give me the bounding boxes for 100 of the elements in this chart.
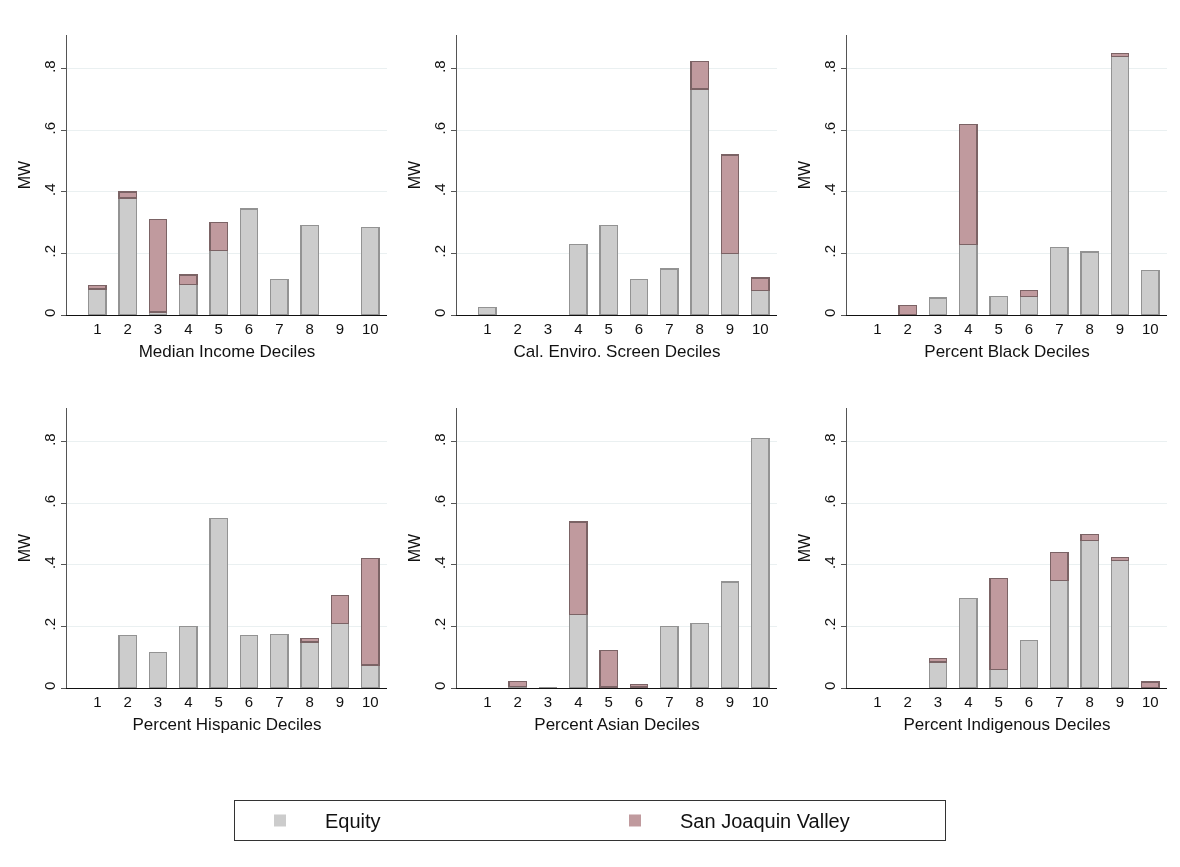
x-tick-label: 10 — [751, 320, 769, 338]
x-axis-title: Cal. Enviro. Screen Deciles — [513, 341, 721, 361]
x-tick-label: 1 — [483, 693, 492, 711]
y-tick-label: 0 — [820, 308, 838, 317]
x-tick-label: 10 — [361, 693, 379, 711]
x-tick-label: 4 — [964, 693, 973, 711]
x-tick-label: 3 — [933, 693, 943, 711]
x-tick-label: 8 — [305, 693, 314, 711]
x-tick-label: 5 — [604, 693, 613, 711]
y-tick-label: 0 — [430, 681, 448, 690]
x-axis-title: Median Income Deciles — [138, 341, 316, 361]
y-tick-label: .4 — [820, 183, 838, 196]
y-tick-label: .6 — [820, 121, 838, 135]
y-tick-label: .6 — [430, 121, 448, 135]
y-tick-label: 0 — [820, 681, 838, 690]
x-tick-label: 5 — [214, 320, 223, 338]
x-tick-label: 8 — [695, 693, 704, 711]
y-axis-title: MW — [15, 532, 33, 563]
y-tick-label: .8 — [430, 433, 448, 446]
x-tick-label: 9 — [725, 693, 735, 711]
x-tick-label: 9 — [1115, 320, 1125, 338]
x-tick-label: 10 — [1141, 693, 1159, 711]
x-tick-label: 2 — [903, 693, 912, 711]
x-tick-label: 10 — [751, 693, 769, 711]
y-tick-label: 0 — [430, 308, 448, 317]
x-tick-label: 8 — [305, 320, 314, 338]
y-tick-label: .2 — [820, 617, 838, 631]
x-tick-label: 4 — [184, 320, 193, 338]
x-tick-label: 1 — [93, 320, 102, 338]
x-tick-label: 6 — [1024, 693, 1034, 711]
y-tick-label: .6 — [40, 494, 58, 508]
x-tick-label: 3 — [153, 320, 163, 338]
y-tick-label: .2 — [430, 617, 448, 631]
y-tick-label: .4 — [40, 556, 58, 569]
x-tick-label: 1 — [873, 693, 882, 711]
x-tick-label: 7 — [1055, 320, 1064, 338]
y-tick-label: .8 — [820, 60, 838, 73]
y-tick-label: 0 — [40, 681, 58, 690]
x-tick-label: 5 — [994, 320, 1003, 338]
y-tick-label: .8 — [430, 60, 448, 73]
x-tick-label: 6 — [1024, 320, 1034, 338]
x-tick-label: 6 — [244, 320, 254, 338]
y-tick-label: .8 — [40, 60, 58, 73]
y-tick-label: .4 — [430, 183, 448, 196]
x-tick-label: 8 — [1085, 320, 1094, 338]
x-tick-label: 3 — [543, 693, 553, 711]
x-tick-label: 9 — [335, 693, 345, 711]
x-tick-label: 6 — [634, 320, 644, 338]
y-tick-label: .4 — [820, 556, 838, 569]
x-tick-label: 5 — [214, 693, 223, 711]
y-tick-label: .2 — [40, 617, 58, 631]
x-tick-label: 2 — [123, 320, 132, 338]
y-tick-label: .2 — [430, 244, 448, 258]
x-tick-label: 1 — [93, 693, 102, 711]
x-tick-label: 9 — [725, 320, 735, 338]
x-tick-label: 2 — [513, 693, 522, 711]
x-axis-title: Percent Hispanic Deciles — [132, 714, 322, 734]
legend-label: Equity — [325, 810, 381, 833]
y-axis-title: MW — [795, 159, 813, 190]
x-tick-label: 9 — [335, 320, 345, 338]
x-tick-label: 3 — [933, 320, 943, 338]
y-tick-label: .4 — [40, 183, 58, 196]
y-axis-title: MW — [795, 532, 813, 563]
x-tick-label: 6 — [634, 693, 644, 711]
x-tick-label: 7 — [1055, 693, 1064, 711]
y-axis-title: MW — [405, 159, 423, 190]
x-tick-label: 6 — [244, 693, 254, 711]
y-tick-label: .8 — [40, 433, 58, 446]
x-tick-label: 1 — [483, 320, 492, 338]
legend-label: San Joaquin Valley — [680, 810, 850, 833]
x-tick-label: 1 — [873, 320, 882, 338]
y-axis-title: MW — [405, 532, 423, 563]
y-tick-label: .2 — [40, 244, 58, 258]
x-tick-label: 9 — [1115, 693, 1125, 711]
y-axis-title: MW — [15, 159, 33, 190]
y-tick-label: .6 — [820, 494, 838, 508]
x-tick-label: 7 — [275, 693, 284, 711]
x-tick-label: 3 — [543, 320, 553, 338]
x-tick-label: 7 — [665, 693, 674, 711]
x-tick-label: 4 — [184, 693, 193, 711]
x-axis-title: Percent Indigenous Deciles — [903, 714, 1111, 734]
x-tick-label: 2 — [513, 320, 522, 338]
y-tick-label: 0 — [40, 308, 58, 317]
x-tick-label: 5 — [994, 693, 1003, 711]
x-tick-label: 8 — [1085, 693, 1094, 711]
x-tick-label: 5 — [604, 320, 613, 338]
x-tick-label: 8 — [695, 320, 704, 338]
x-tick-label: 7 — [275, 320, 284, 338]
x-tick-label: 10 — [361, 320, 379, 338]
x-axis-title: Percent Asian Deciles — [534, 714, 700, 734]
x-tick-label: 4 — [574, 320, 583, 338]
x-tick-label: 2 — [123, 693, 132, 711]
x-axis-title: Percent Black Deciles — [924, 341, 1090, 361]
y-tick-label: .4 — [430, 556, 448, 569]
x-tick-label: 7 — [665, 320, 674, 338]
y-tick-label: .8 — [820, 433, 838, 446]
x-tick-label: 4 — [574, 693, 583, 711]
y-tick-label: .6 — [40, 121, 58, 135]
x-tick-label: 10 — [1141, 320, 1159, 338]
x-tick-label: 4 — [964, 320, 973, 338]
